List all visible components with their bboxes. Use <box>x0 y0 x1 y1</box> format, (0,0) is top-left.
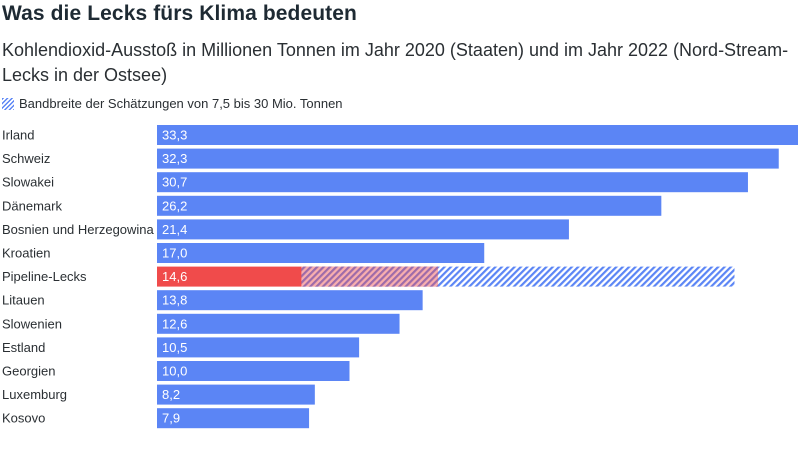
category-label-kosovo: Kosovo <box>2 411 45 426</box>
category-label-irland: Irland <box>2 128 35 143</box>
legend-label: Bandbreite der Schätzungen von 7,5 bis 3… <box>19 96 343 111</box>
value-label-danemark: 26,2 <box>162 198 187 213</box>
value-label-bosnien-und-herzegowina: 21,4 <box>162 222 187 237</box>
chart-title: Was die Lecks fürs Klima bedeuten <box>2 2 357 25</box>
bar-schweiz <box>157 148 779 169</box>
value-label-georgien: 10,0 <box>162 364 187 379</box>
bar-kroatien <box>157 243 485 263</box>
category-label-slowenien: Slowenien <box>2 316 62 331</box>
range-overlap <box>301 266 439 287</box>
bar-irland <box>157 125 798 145</box>
bar-slowakei <box>157 172 748 193</box>
bar-georgien <box>157 361 350 381</box>
bar-estland <box>157 337 360 358</box>
bar-chart: Irland 33,3 Schweiz 32,3 Slowakei 30,7 Dänemar… <box>2 125 798 429</box>
bar-slowenien <box>157 313 400 334</box>
value-label-kosovo: 7,9 <box>162 411 180 426</box>
value-label-slowakei: 30,7 <box>162 175 187 190</box>
legend: Bandbreite der Schätzungen von 7,5 bis 3… <box>2 96 343 111</box>
category-label-luxemburg: Luxemburg <box>2 387 67 402</box>
value-label-irland: 33,3 <box>162 128 187 143</box>
category-label-danemark: Dänemark <box>2 198 62 213</box>
bar-litauen <box>157 290 423 311</box>
value-label-slowenien: 12,6 <box>162 316 187 331</box>
hatch-legend-swatch <box>2 97 14 110</box>
value-label-estland: 10,5 <box>162 340 187 355</box>
value-label-kroatien: 17,0 <box>162 246 187 261</box>
category-label-bosnien-und-herzegowina: Bosnien und Herzegowina <box>2 222 155 237</box>
category-label-litauen: Litauen <box>2 293 45 308</box>
category-label-georgien: Georgien <box>2 364 55 379</box>
category-label-pipeline-lecks: Pipeline-Lecks <box>2 269 87 284</box>
bar-luxemburg <box>157 384 315 405</box>
chart-subtitle: Kohlendioxid-Ausstoß in Millionen Tonnen… <box>2 40 789 85</box>
category-label-kroatien: Kroatien <box>2 246 50 261</box>
category-label-slowakei: Slowakei <box>2 175 54 190</box>
category-label-estland: Estland <box>2 340 45 355</box>
bar-kosovo <box>157 408 310 429</box>
bar-bosnien-und-herzegowina <box>157 219 569 240</box>
value-label-litauen: 13,8 <box>162 293 187 308</box>
category-label-schweiz: Schweiz <box>2 151 50 166</box>
value-label-luxemburg: 8,2 <box>162 387 180 402</box>
value-label-schweiz: 32,3 <box>162 151 187 166</box>
bar-danemark <box>157 195 662 216</box>
value-label-pipeline-lecks: 14,6 <box>162 269 187 284</box>
